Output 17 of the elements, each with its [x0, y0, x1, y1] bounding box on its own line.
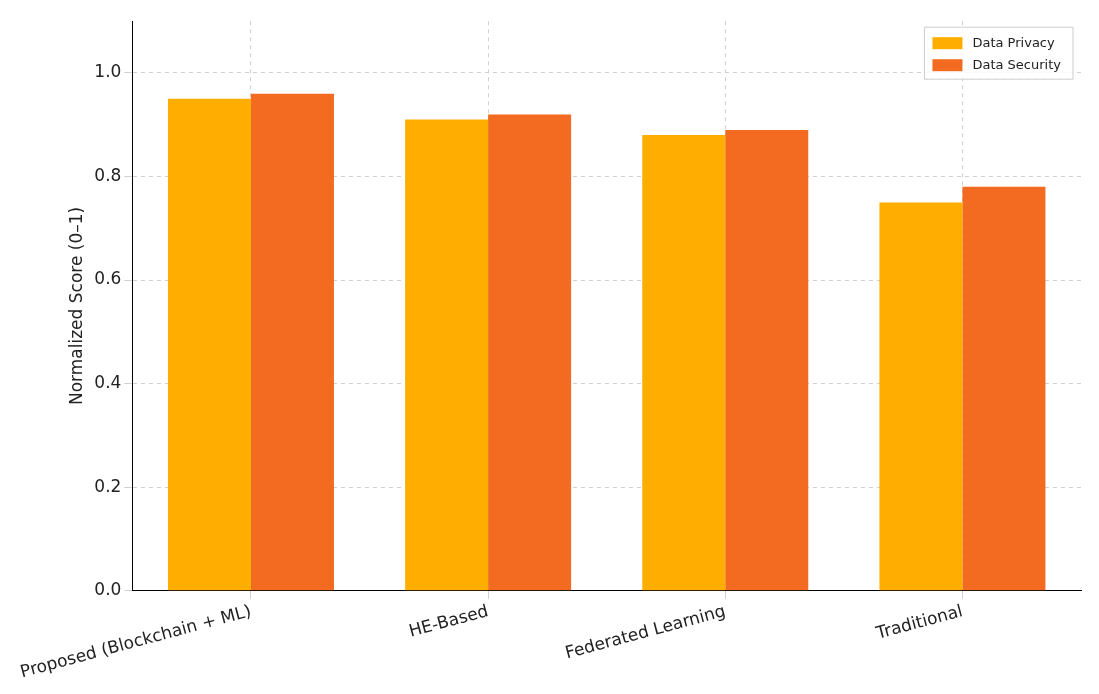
bar [167, 98, 251, 591]
legend-label: Data Security [972, 56, 1062, 72]
bar [962, 186, 1046, 591]
bar [642, 135, 726, 591]
bar [879, 202, 963, 591]
y-axis-title: Normalized Score (0–1) [65, 206, 86, 406]
bar [725, 129, 809, 591]
y-tick-label: 0.0 [94, 579, 122, 600]
y-tick-label: 0.4 [94, 372, 122, 393]
bar [250, 93, 334, 591]
y-tick-label: 0.6 [94, 268, 122, 289]
y-tick-label: 0.2 [94, 475, 122, 496]
bar [405, 119, 489, 591]
y-tick-label: 0.8 [94, 164, 122, 185]
legend-label: Data Privacy [972, 34, 1055, 50]
bar [488, 114, 572, 591]
y-tick-label: 1.0 [94, 61, 122, 82]
